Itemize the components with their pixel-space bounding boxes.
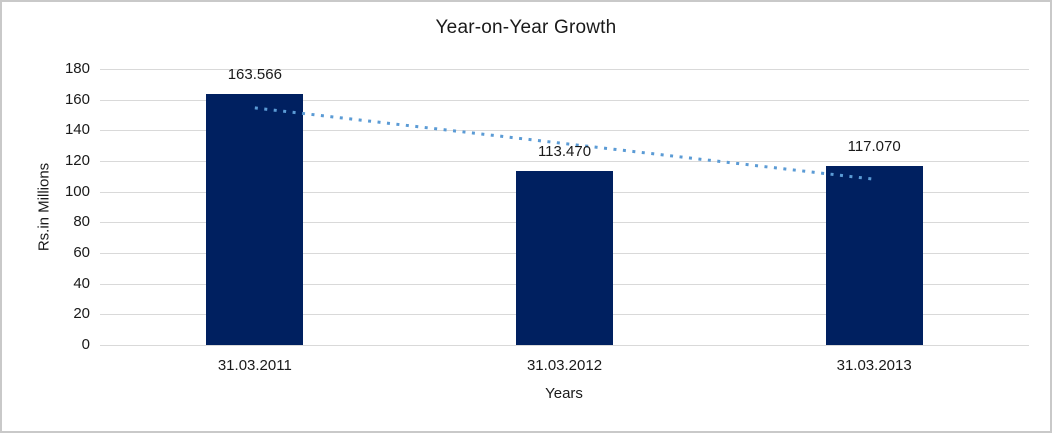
data-label: 113.470 (537, 143, 592, 161)
x-tick-label: 31.03.2011 (217, 357, 292, 374)
y-tick-label: 40 (73, 274, 90, 292)
y-axis-title: Rs.in Millions (35, 162, 53, 252)
data-label: 163.566 (227, 66, 282, 84)
y-tick-label: 100 (64, 182, 90, 200)
y-tick-label: 0 (81, 336, 90, 353)
x-axis-title: Years (545, 385, 583, 402)
y-tick-label: 180 (64, 60, 90, 77)
y-tick-label: 80 (73, 213, 90, 231)
x-tick-label: 31.03.2012 (526, 357, 603, 374)
bar-31.03.2011 (206, 94, 304, 345)
x-tick-label: 31.03.2013 (836, 357, 912, 374)
data-label: 117.070 (847, 137, 901, 155)
y-tick-label: 60 (73, 244, 90, 261)
y-tick-label: 120 (64, 152, 90, 169)
trendline (254, 106, 875, 181)
gridline (100, 161, 1029, 162)
gridline (100, 69, 1029, 70)
y-tick-label: 20 (73, 305, 90, 323)
bar-31.03.2012 (516, 171, 613, 345)
chart-title: Year-on-Year Growth (435, 17, 617, 38)
y-axis-tick-labels: 0 20 40 60 80 100 120 140 160 180 (2, 60, 90, 353)
gridline (100, 130, 1029, 132)
bar-31.03.2013 (825, 165, 923, 345)
gridline (100, 345, 1029, 346)
y-tick-label: 160 (64, 90, 90, 108)
gridline (100, 99, 1029, 101)
plot-area: 163.566 113.470 117.070 (100, 66, 1029, 346)
y-tick-label: 140 (64, 121, 90, 139)
